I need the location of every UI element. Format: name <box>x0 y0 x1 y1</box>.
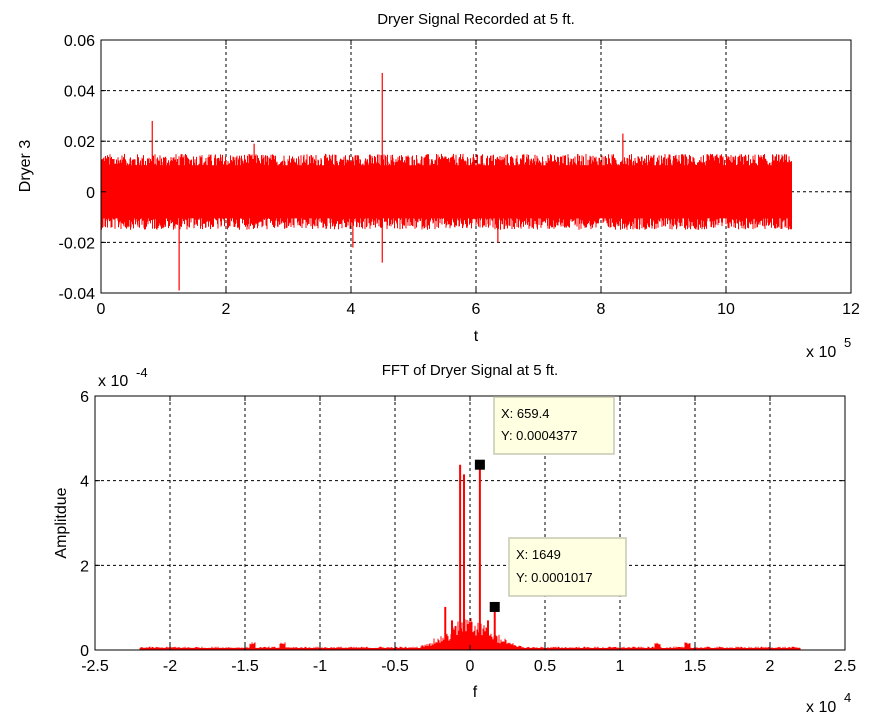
datatip-1-x: X: 659.4 <box>501 406 549 421</box>
top-x-tick-label: 10 <box>717 301 735 318</box>
bottom-x-tick-label: 1 <box>616 658 625 675</box>
top-x-tick-label: 6 <box>472 301 481 318</box>
top-y-label: Dryer 3 <box>17 140 34 193</box>
bottom-chart-title: FFT of Dryer Signal at 5 ft. <box>382 362 558 379</box>
bottom-ticks: -2.5 -2 -1.5 -1 -0.5 0 0.5 1 1.5 2 2.5 0 2 4 6 <box>80 389 856 675</box>
top-x-tick-label: 8 <box>597 301 606 318</box>
top-y-tick-label: 0.02 <box>64 134 95 151</box>
datatip-2-x: X: 1649 <box>516 547 561 562</box>
top-x-tick-label: 4 <box>347 301 356 318</box>
bottom-y-exponent-base: x 10 <box>98 373 128 390</box>
bottom-grid <box>95 396 845 650</box>
fft-axes[interactable]: FFT of Dryer Signal at 5 ft. x 10 -4 -2.… <box>53 362 856 716</box>
top-ticks: 0 2 4 6 8 10 12 -0.04 -0.02 0 0.02 0.04 0.06 <box>59 33 860 318</box>
time-signal-axes[interactable]: Dryer Signal Recorded at 5 ft. 0 2 4 6 8 10 12… <box>17 11 860 361</box>
top-y-tick-label: 0 <box>86 185 95 202</box>
top-signal-core <box>101 165 792 219</box>
datatip-1-box <box>493 396 615 455</box>
top-signal-series <box>100 72 792 291</box>
top-x-tick-label: 2 <box>222 301 231 318</box>
bottom-x-tick-label: 0.5 <box>534 658 556 675</box>
datatip-2[interactable]: X: 1649 Y: 0.0001017 <box>489 537 627 612</box>
bottom-x-tick-label: -2.5 <box>81 658 109 675</box>
bottom-x-tick-label: 0 <box>466 658 475 675</box>
bottom-y-tick-label: 2 <box>80 558 89 575</box>
top-y-tick-label: -0.02 <box>59 235 96 252</box>
top-x-tick-label: 0 <box>97 301 106 318</box>
bottom-x-label: f <box>473 684 478 701</box>
bottom-x-exponent-power: 4 <box>844 690 851 705</box>
bottom-x-tick-label: -0.5 <box>381 658 409 675</box>
bottom-y-label: Amplitdue <box>53 487 70 558</box>
bottom-x-tick-label: 2.5 <box>834 658 856 675</box>
bottom-y-exponent-power: -4 <box>136 365 148 380</box>
bottom-x-tick-label: 1.5 <box>684 658 706 675</box>
top-y-tick-label: -0.04 <box>59 286 96 303</box>
bottom-spectrum-body <box>139 618 801 650</box>
bottom-y-tick-label: 6 <box>80 389 89 406</box>
datatip-2-y: Y: 0.0001017 <box>516 570 593 585</box>
top-x-label: t <box>474 328 479 345</box>
top-y-tick-label: 0.04 <box>64 84 95 101</box>
bottom-x-tick-label: 2 <box>766 658 775 675</box>
top-x-exponent-power: 5 <box>844 335 851 350</box>
top-y-tick-label: 0.06 <box>64 33 95 50</box>
bottom-x-tick-label: -2 <box>163 658 177 675</box>
datatip-2-box <box>508 537 627 597</box>
datatip-1-y: Y: 0.0004377 <box>501 428 578 443</box>
datatip-1-marker[interactable] <box>474 459 485 470</box>
bottom-x-exponent-base: x 10 <box>806 699 836 716</box>
datatip-2-marker[interactable] <box>489 601 500 612</box>
datatip-1[interactable]: X: 659.4 Y: 0.0004377 <box>474 396 615 470</box>
bottom-x-tick-label: -1 <box>313 658 327 675</box>
top-chart-title: Dryer Signal Recorded at 5 ft. <box>377 11 575 28</box>
top-x-tick-label: 12 <box>842 301 860 318</box>
top-x-exponent-base: x 10 <box>806 344 836 361</box>
bottom-y-tick-label: 0 <box>80 643 89 660</box>
bottom-y-tick-label: 4 <box>80 474 89 491</box>
bottom-x-tick-label: -1.5 <box>231 658 259 675</box>
